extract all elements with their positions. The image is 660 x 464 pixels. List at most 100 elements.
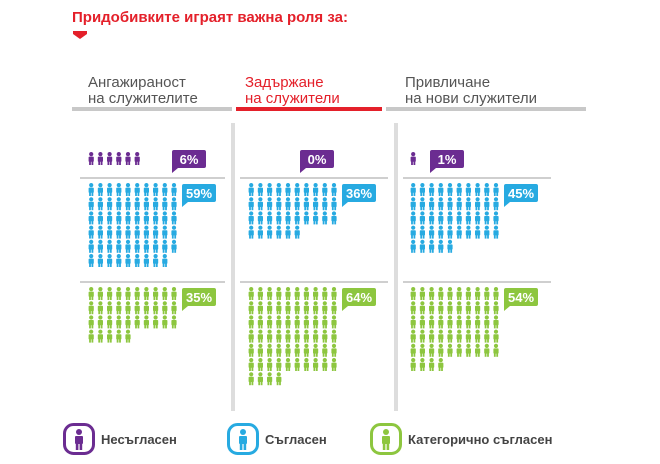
value-label: 35% — [182, 288, 216, 311]
person-mark — [162, 239, 168, 253]
person-mark — [125, 197, 131, 211]
person-mark — [465, 315, 471, 329]
person-mark — [276, 183, 282, 196]
person-mark — [429, 315, 435, 329]
person-mark — [447, 239, 453, 253]
person-mark — [97, 197, 103, 211]
legend-label: Категорично съгласен — [408, 432, 553, 447]
person-mark — [493, 343, 499, 357]
person-mark — [429, 301, 435, 315]
person-mark — [171, 301, 177, 315]
column-underline — [72, 107, 232, 111]
person-mark — [97, 301, 103, 315]
person-mark — [171, 197, 177, 211]
person-mark — [493, 301, 499, 315]
person-mark — [285, 358, 291, 371]
person-mark — [447, 211, 453, 225]
person-mark — [410, 315, 416, 329]
person-mark — [313, 301, 319, 315]
person-mark — [162, 254, 168, 267]
person-mark — [438, 183, 444, 196]
person-mark — [322, 197, 328, 211]
person-mark — [107, 329, 113, 343]
svg-text:6%: 6% — [180, 152, 199, 167]
person-mark — [429, 343, 435, 357]
person-mark — [88, 152, 94, 165]
person-mark — [153, 239, 159, 253]
person-mark — [429, 287, 435, 300]
person-mark — [438, 329, 444, 343]
person-mark — [248, 343, 254, 357]
person-mark — [267, 287, 273, 300]
person-mark — [322, 287, 328, 300]
person-icon — [370, 423, 402, 455]
person-mark — [331, 315, 337, 329]
person-mark — [143, 254, 149, 267]
person-mark — [276, 301, 282, 315]
person-mark — [419, 343, 425, 357]
person-mark — [331, 301, 337, 315]
person-mark — [134, 315, 140, 329]
person-mark — [267, 329, 273, 343]
svg-text:0%: 0% — [308, 152, 327, 167]
person-mark — [456, 183, 462, 196]
person-mark — [313, 343, 319, 357]
person-mark — [475, 329, 481, 343]
person-mark — [153, 301, 159, 315]
person-mark — [303, 358, 309, 371]
person-mark — [125, 301, 131, 315]
person-mark — [493, 183, 499, 196]
person-mark — [419, 239, 425, 253]
person-mark — [285, 343, 291, 357]
person-mark — [107, 225, 113, 239]
person-icon — [227, 423, 259, 455]
person-mark — [456, 211, 462, 225]
person-mark — [88, 225, 94, 239]
column-header-line2: на служители — [245, 90, 340, 107]
person-mark — [97, 152, 103, 165]
column-divider — [394, 123, 398, 411]
person-mark — [285, 197, 291, 211]
person-mark — [276, 225, 282, 239]
person-mark — [313, 287, 319, 300]
svg-text:35%: 35% — [186, 290, 212, 305]
svg-text:1%: 1% — [438, 152, 457, 167]
person-mark — [134, 239, 140, 253]
person-mark — [153, 254, 159, 267]
person-mark — [285, 225, 291, 239]
person-mark — [322, 301, 328, 315]
person-mark — [303, 211, 309, 225]
column-underline — [386, 107, 586, 111]
person-mark — [456, 343, 462, 357]
person-mark — [143, 211, 149, 225]
person-mark — [267, 197, 273, 211]
person-mark — [248, 287, 254, 300]
person-mark — [276, 287, 282, 300]
person-mark — [248, 183, 254, 196]
person-mark — [303, 197, 309, 211]
person-mark — [331, 183, 337, 196]
person-mark — [153, 197, 159, 211]
person-mark — [97, 225, 103, 239]
column-header-line1: Задържане — [245, 74, 324, 91]
person-mark — [276, 197, 282, 211]
person-mark — [248, 211, 254, 225]
person-mark — [429, 225, 435, 239]
person-mark — [134, 301, 140, 315]
person-mark — [267, 225, 273, 239]
person-mark — [116, 301, 122, 315]
person-mark — [107, 211, 113, 225]
person-mark — [475, 183, 481, 196]
person-mark — [475, 315, 481, 329]
person-mark — [162, 211, 168, 225]
person-mark — [171, 287, 177, 300]
person-mark — [153, 315, 159, 329]
person-mark — [456, 197, 462, 211]
person-mark — [134, 287, 140, 300]
row-divider — [80, 281, 225, 283]
value-label: 6% — [172, 150, 206, 173]
person-mark — [88, 197, 94, 211]
column-header-line1: Привличане — [405, 74, 491, 91]
person-mark — [143, 225, 149, 239]
person-mark — [125, 211, 131, 225]
